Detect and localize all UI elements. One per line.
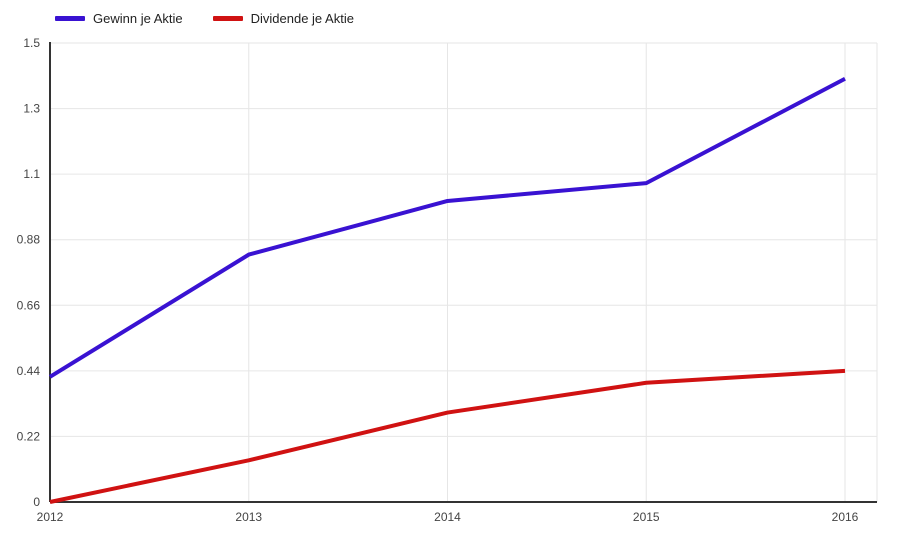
y-axis-tick-label: 0.66 [17, 298, 41, 312]
x-axis-tick-label: 2013 [235, 510, 262, 524]
series-line-gewinn[interactable] [48, 76, 846, 379]
legend-item-dividende-je-aktie[interactable]: Dividende je Aktie [212, 10, 354, 26]
y-axis-tick-label: 0 [33, 495, 40, 509]
x-axis-tick-label: 2014 [434, 510, 461, 524]
x-axis-tick-label: 2016 [832, 510, 859, 524]
y-axis-tick-label: 1.5 [23, 36, 40, 50]
legend-label-gewinn: Gewinn je Aktie [93, 10, 183, 26]
y-axis-tick-label: 1.1 [23, 167, 40, 181]
y-axis-tick-label: 1.3 [23, 102, 40, 116]
legend-swatch-gewinn-icon [55, 15, 85, 21]
legend-label-dividende: Dividende je Aktie [250, 10, 354, 26]
x-axis-tick-label: 2012 [37, 510, 64, 524]
chart-legend: Gewinn je Aktie Dividende je Aktie [55, 10, 384, 26]
x-axis-tick-label: 2015 [633, 510, 660, 524]
y-axis-tick-label: 0.44 [17, 364, 41, 378]
y-axis-tick-label: 0.88 [17, 233, 41, 247]
legend-item-gewinn-je-aktie[interactable]: Gewinn je Aktie [55, 11, 183, 26]
series-line-dividende[interactable] [49, 368, 846, 504]
legend-swatch-dividende-icon [212, 15, 243, 21]
y-axis-tick-label: 0.22 [17, 429, 41, 443]
